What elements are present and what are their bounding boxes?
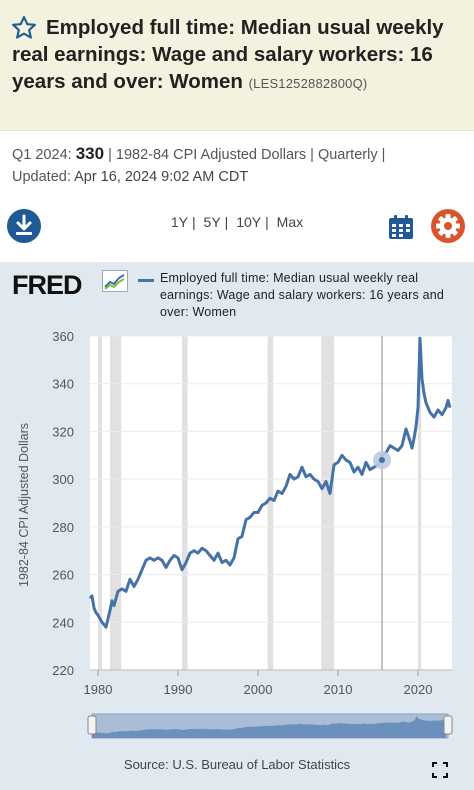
recession-band — [418, 336, 422, 670]
series-meta: Q1 2024: 330 | 1982-84 CPI Adjusted Doll… — [12, 143, 464, 188]
fullscreen-icon[interactable] — [432, 762, 448, 778]
fred-logo-chart-icon — [102, 270, 128, 292]
star-icon[interactable] — [10, 14, 38, 42]
y-tick-label: 220 — [52, 663, 74, 678]
y-tick-label: 360 — [52, 329, 74, 344]
legend-swatch — [138, 279, 154, 282]
x-tick-label: 1980 — [84, 682, 113, 697]
download-icon[interactable] — [6, 208, 42, 244]
navigator-left-handle[interactable] — [87, 715, 97, 735]
x-tick-label: 2000 — [244, 682, 273, 697]
series-title: Employed full time: Median usual weekly … — [12, 14, 462, 97]
observation-value: 330 — [75, 144, 105, 163]
recession-band — [267, 336, 274, 670]
recession-band — [321, 336, 334, 670]
line-chart[interactable]: 220 240 260 280 300 320 340 360 1980 1990 2000 201… — [0, 320, 474, 750]
recession-band — [98, 336, 102, 670]
series-details: | 1982-84 CPI Adjusted Dollars | Quarter… — [108, 147, 386, 163]
legend-label: Employed full time: Median usual weekly … — [160, 271, 445, 319]
series-title-text: Employed full time: Median usual weekly … — [12, 16, 444, 93]
fred-logo: FRED — [12, 270, 82, 301]
series-line[interactable] — [88, 336, 452, 629]
y-tick-label: 280 — [52, 520, 74, 535]
fred-logo-text: FRED — [12, 270, 82, 300]
recession-band — [110, 336, 122, 670]
range-selector: 1Y | 5Y | 10Y | Max — [0, 214, 474, 230]
range-1y[interactable]: 1Y — [170, 214, 189, 230]
source-note: Source: U.S. Bureau of Labor Statistics — [123, 757, 351, 772]
hover-marker-point — [379, 457, 385, 464]
y-tick-label: 260 — [52, 568, 74, 583]
observation-period: Q1 2024: — [12, 147, 72, 163]
chart-toolbar: 1Y | 5Y | 10Y | Max — [0, 200, 474, 258]
y-tick-label: 320 — [52, 424, 74, 439]
updated-value: Apr 16, 2024 9:02 AM CDT — [74, 169, 249, 185]
navigator-series-area — [92, 716, 446, 738]
range-max[interactable]: Max — [276, 214, 304, 230]
y-tick-label: 300 — [52, 472, 74, 487]
range-10y[interactable]: 10Y — [236, 214, 262, 230]
series-header: Employed full time: Median usual weekly … — [0, 0, 474, 131]
series-id: (LES1252882800Q) — [248, 76, 368, 91]
y-tick-label: 240 — [52, 615, 74, 630]
navigator-right-handle[interactable] — [443, 715, 453, 735]
calendar-icon[interactable] — [388, 214, 414, 240]
x-tick-label: 2020 — [404, 682, 433, 697]
gear-icon[interactable] — [430, 208, 466, 244]
range-5y[interactable]: 5Y — [203, 214, 221, 230]
recession-band — [182, 336, 188, 670]
x-tick-label: 1990 — [164, 682, 193, 697]
updated-label: Updated: — [12, 169, 71, 185]
y-tick-label: 340 — [52, 377, 74, 392]
x-tick-label: 2010 — [324, 682, 353, 697]
